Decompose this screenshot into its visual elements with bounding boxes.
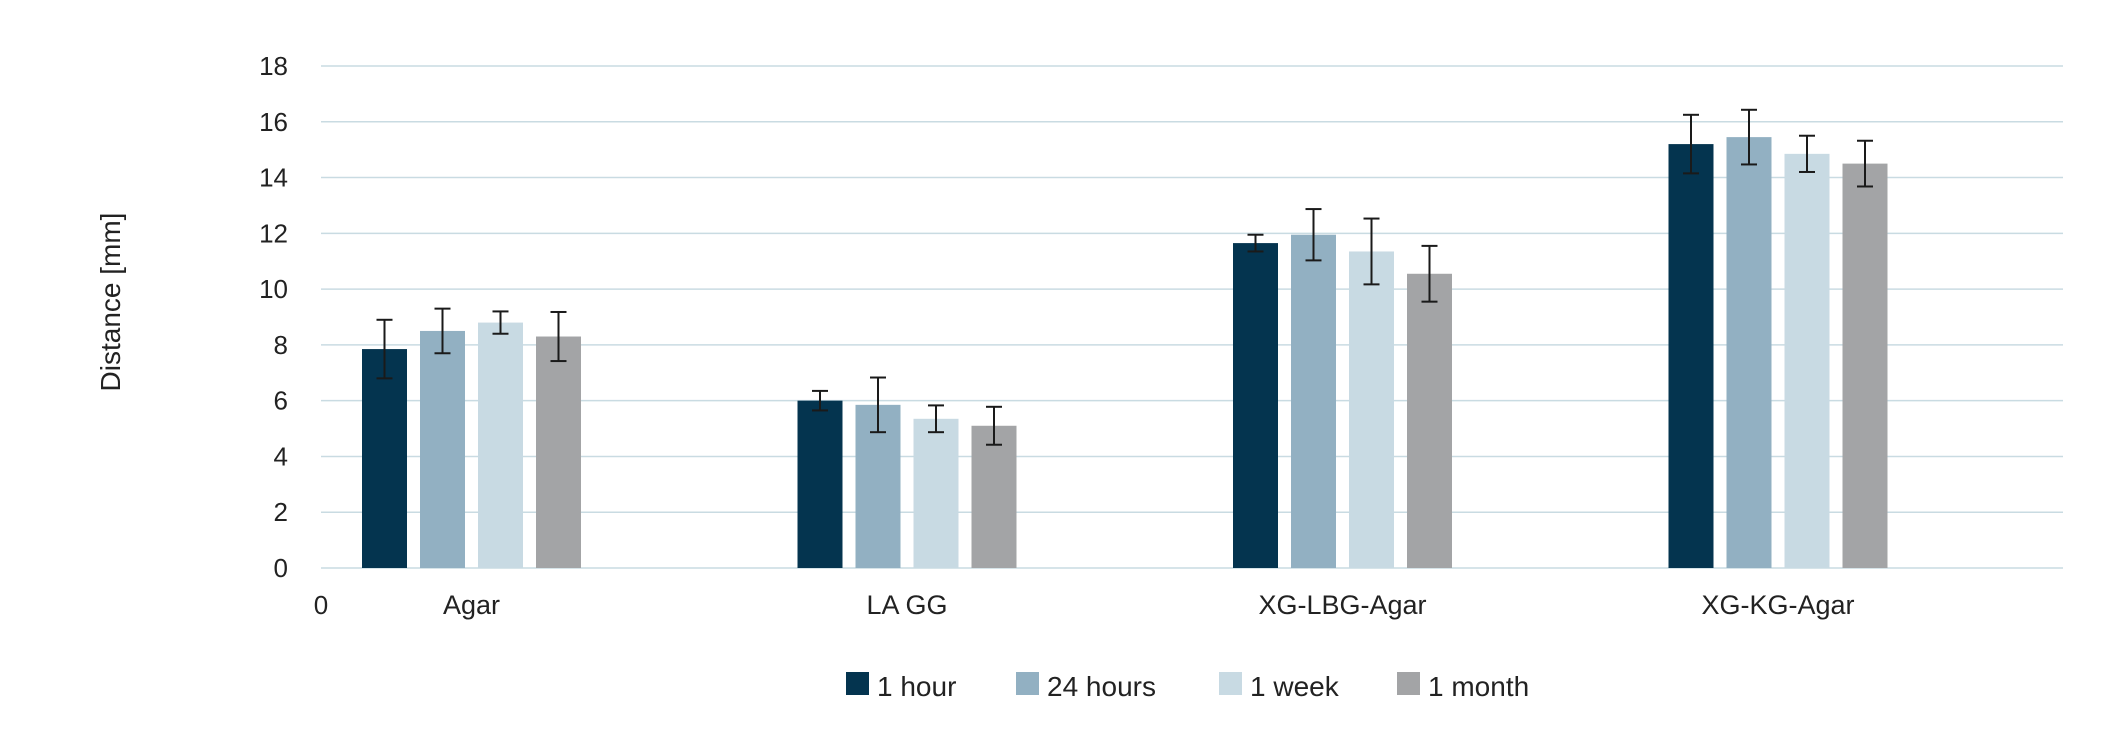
- legend-item: 1 hour: [846, 671, 956, 702]
- y-axis-title: Distance [mm]: [95, 213, 126, 392]
- y-tick-label: 10: [259, 274, 288, 304]
- error-bars: [376, 108, 1873, 446]
- legend-item: 1 week: [1219, 671, 1340, 702]
- bar-1-week-LA-GG: [913, 418, 959, 568]
- bar-1-month-XG-KG-Agar: [1842, 163, 1888, 568]
- y-tick-label: 8: [274, 330, 288, 360]
- category-label: LA GG: [866, 590, 947, 620]
- legend-swatch: [1397, 672, 1420, 695]
- category-labels: Agar LA GG XG-LBG-Agar XG-KG-Agar: [443, 590, 1855, 620]
- bar-24-hours-XG-LBG-Agar: [1291, 234, 1336, 568]
- y-tick-label: 18: [259, 51, 288, 81]
- legend-label: 1 hour: [877, 671, 956, 702]
- y-axis-ticks: 0 2 4 6 8 10 12 14 16 18: [259, 51, 288, 583]
- x-origin-label: 0: [314, 590, 328, 620]
- legend-swatch: [1016, 672, 1039, 695]
- y-tick-label: 16: [259, 107, 288, 137]
- legend-label: 1 week: [1250, 671, 1340, 702]
- bar-1-week-XG-KG-Agar: [1784, 153, 1830, 568]
- bar-1-hour-XG-KG-Agar: [1668, 144, 1714, 569]
- bar-1-week-Agar: [478, 322, 523, 568]
- category-label: XG-LBG-Agar: [1258, 590, 1426, 620]
- category-label: Agar: [443, 590, 500, 620]
- bar-1-hour-Agar: [362, 349, 407, 568]
- legend-item: 24 hours: [1016, 671, 1156, 702]
- bar-24-hours-XG-KG-Agar: [1726, 137, 1772, 568]
- legend-item: 1 month: [1397, 671, 1529, 702]
- bar-1-month-LA-GG: [971, 425, 1017, 568]
- legend-swatch: [1219, 672, 1242, 695]
- legend-swatch: [846, 672, 869, 695]
- category-label: XG-KG-Agar: [1701, 590, 1854, 620]
- bar-1-hour-XG-LBG-Agar: [1233, 243, 1278, 568]
- y-tick-label: 0: [274, 553, 288, 583]
- y-tick-label: 4: [274, 441, 288, 471]
- bar-1-week-XG-LBG-Agar: [1349, 251, 1394, 568]
- legend-label: 24 hours: [1047, 671, 1156, 702]
- bars: [362, 137, 1888, 569]
- gridlines: [321, 65, 2063, 569]
- bar-1-month-Agar: [536, 336, 581, 568]
- bar-1-month-XG-LBG-Agar: [1407, 273, 1452, 568]
- bar-1-hour-LA-GG: [797, 400, 843, 568]
- y-tick-label: 6: [274, 386, 288, 416]
- y-tick-label: 2: [274, 497, 288, 527]
- y-tick-label: 14: [259, 163, 288, 193]
- legend: 1 hour 24 hours 1 week 1 month: [846, 671, 1529, 702]
- legend-label: 1 month: [1428, 671, 1529, 702]
- y-tick-label: 12: [259, 218, 288, 248]
- bar-24-hours-Agar: [420, 330, 465, 568]
